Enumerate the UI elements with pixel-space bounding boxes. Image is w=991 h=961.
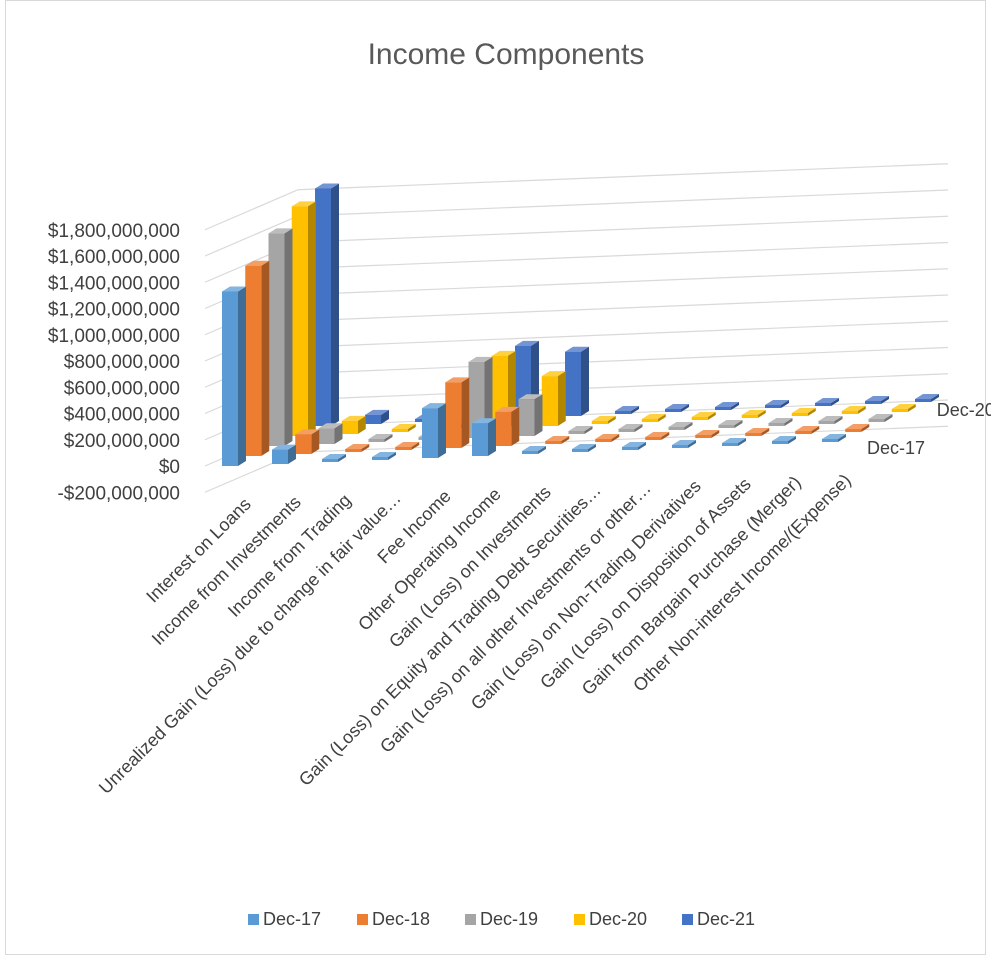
bar-dec-18 xyxy=(395,442,420,450)
legend-label: Dec-18 xyxy=(372,909,430,929)
y-tick-label: $800,000,000 xyxy=(64,352,180,373)
bar-dec-19 xyxy=(818,416,843,424)
bar-dec-17 xyxy=(722,438,746,446)
bar-dec-18 xyxy=(595,434,620,442)
chart-border xyxy=(5,0,986,955)
depth-axis-label: Dec-17 xyxy=(867,438,925,458)
legend-item: Dec-19 xyxy=(465,909,538,929)
bar-dec-18 xyxy=(845,424,870,432)
bar-dec-21 xyxy=(365,409,389,424)
legend-swatch xyxy=(248,914,259,925)
legend-swatch xyxy=(682,914,693,925)
bar-dec-17 xyxy=(822,434,846,442)
y-tick-label: $200,000,000 xyxy=(64,431,180,452)
bar-dec-19 xyxy=(868,414,893,422)
bar-dec-18 xyxy=(245,260,270,456)
bar-dec-17 xyxy=(272,444,296,464)
bar-dec-17 xyxy=(772,436,796,444)
bar-dec-21 xyxy=(565,346,589,416)
bar-dec-20 xyxy=(741,410,766,418)
bar-dec-18 xyxy=(795,426,820,434)
legend-item: Dec-21 xyxy=(682,909,755,929)
bar-dec-17 xyxy=(472,418,496,456)
legend-item: Dec-20 xyxy=(574,909,647,929)
legend-swatch xyxy=(357,914,368,925)
y-tick-label: $600,000,000 xyxy=(64,378,180,399)
bar-dec-17 xyxy=(522,446,546,454)
bar-dec-21 xyxy=(765,400,789,408)
bar-dec-17 xyxy=(322,454,346,462)
legend-item: Dec-17 xyxy=(248,909,321,929)
bar-dec-18 xyxy=(445,377,470,448)
bar-dec-19 xyxy=(768,418,793,426)
y-tick-label: -$200,000,000 xyxy=(57,483,180,504)
bar-dec-18 xyxy=(345,444,370,452)
bar-dec-17 xyxy=(222,286,246,466)
bar-dec-18 xyxy=(495,406,520,446)
legend-label: Dec-17 xyxy=(263,909,321,929)
bar-dec-18 xyxy=(645,432,670,440)
y-tick-label: $0 xyxy=(159,457,180,478)
bar-dec-19 xyxy=(518,394,543,436)
legend-label: Dec-21 xyxy=(697,909,755,929)
y-tick-label: $1,600,000,000 xyxy=(48,247,180,268)
bar-dec-18 xyxy=(295,429,320,454)
bar-dec-21 xyxy=(615,406,639,414)
y-axis-labels: -$200,000,000 $0 $200,000,000 $400,000,000 $… xyxy=(48,221,180,505)
bar-dec-20 xyxy=(341,415,366,434)
bar-dec-20 xyxy=(391,424,416,432)
bar-dec-17 xyxy=(572,444,596,452)
y-tick-label: $1,800,000,000 xyxy=(48,221,180,242)
bar-dec-21 xyxy=(815,398,839,406)
bar-dec-20 xyxy=(541,371,566,426)
bar-dec-19 xyxy=(568,426,593,434)
bar-dec-21 xyxy=(715,402,739,410)
y-tick-label: $1,000,000,000 xyxy=(48,326,180,347)
bar-dec-21 xyxy=(665,404,689,412)
gridline xyxy=(204,163,949,231)
legend-label: Dec-19 xyxy=(480,909,538,929)
bar-dec-18 xyxy=(745,428,770,436)
bar-dec-21 xyxy=(315,183,339,426)
bar-dec-19 xyxy=(668,422,693,430)
depth-axis-label: Dec-20 xyxy=(937,400,991,420)
bar-dec-17 xyxy=(422,403,446,458)
legend: Dec-17 Dec-18 Dec-19 Dec-20 Dec-21 xyxy=(248,909,755,929)
bar-dec-18 xyxy=(545,436,570,444)
bar-dec-20 xyxy=(791,408,816,416)
legend-label: Dec-20 xyxy=(589,909,647,929)
y-tick-label: $400,000,000 xyxy=(64,405,180,426)
bar-dec-19 xyxy=(368,434,393,442)
bar-dec-18 xyxy=(695,430,720,438)
bar-dec-20 xyxy=(891,404,916,412)
bar-dec-19 xyxy=(268,228,293,446)
y-tick-label: $1,200,000,000 xyxy=(48,300,180,321)
bar-dec-20 xyxy=(591,416,616,424)
bar-dec-19 xyxy=(618,424,643,432)
bar-dec-20 xyxy=(641,414,666,422)
bar-dec-21 xyxy=(915,394,939,402)
bar-dec-19 xyxy=(718,420,743,428)
bars xyxy=(222,183,939,466)
y-tick-label: $1,400,000,000 xyxy=(48,273,180,294)
bar-dec-17 xyxy=(372,452,396,460)
bar-dec-19 xyxy=(468,356,493,438)
bar-dec-20 xyxy=(291,201,316,436)
bar-dec-17 xyxy=(622,442,646,450)
depth-axis-labels: Dec-20 Dec-17 xyxy=(867,400,991,458)
bar-dec-19 xyxy=(318,423,343,444)
legend-swatch xyxy=(574,914,585,925)
bar-dec-20 xyxy=(691,412,716,420)
legend-swatch xyxy=(465,914,476,925)
bar-dec-17 xyxy=(672,440,696,448)
bar-dec-21 xyxy=(865,396,889,404)
bar-dec-20 xyxy=(841,406,866,414)
legend-item: Dec-18 xyxy=(357,909,430,929)
chart-title: Income Components xyxy=(368,38,645,71)
